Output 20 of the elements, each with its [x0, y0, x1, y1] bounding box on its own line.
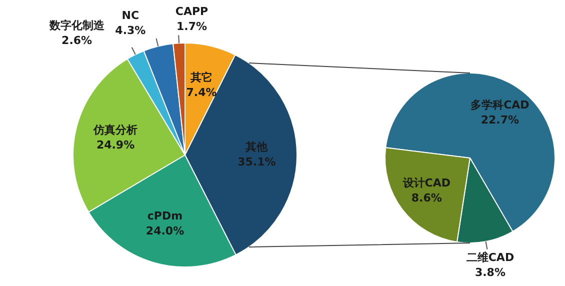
data-label: 24.0% [146, 224, 184, 238]
data-label: 7.4% [186, 86, 217, 100]
data-label: 24.9% [96, 138, 135, 152]
data-label: 1.7% [176, 20, 207, 34]
data-label: 8.6% [411, 192, 442, 205]
slice-label: 其他 [244, 140, 269, 154]
slice-label: CAPP [175, 5, 208, 18]
slice-label: 设计CAD [402, 176, 450, 190]
data-label: 22.7% [480, 113, 520, 126]
data-label: 4.3% [115, 24, 146, 37]
slice-label: cPDm [147, 210, 183, 223]
slice-label: 二维CAD [466, 250, 514, 264]
slice-label: 仿真分析 [92, 123, 138, 136]
data-label: 3.8% [474, 266, 506, 279]
data-label: 2.6% [62, 34, 92, 47]
slice-label: 数字化制造 [48, 18, 106, 32]
slice-label: 多学科CAD [470, 98, 530, 112]
slice-label: 其它 [190, 71, 213, 84]
data-label: 35.1% [238, 156, 276, 169]
slice-label: NC [122, 8, 140, 22]
